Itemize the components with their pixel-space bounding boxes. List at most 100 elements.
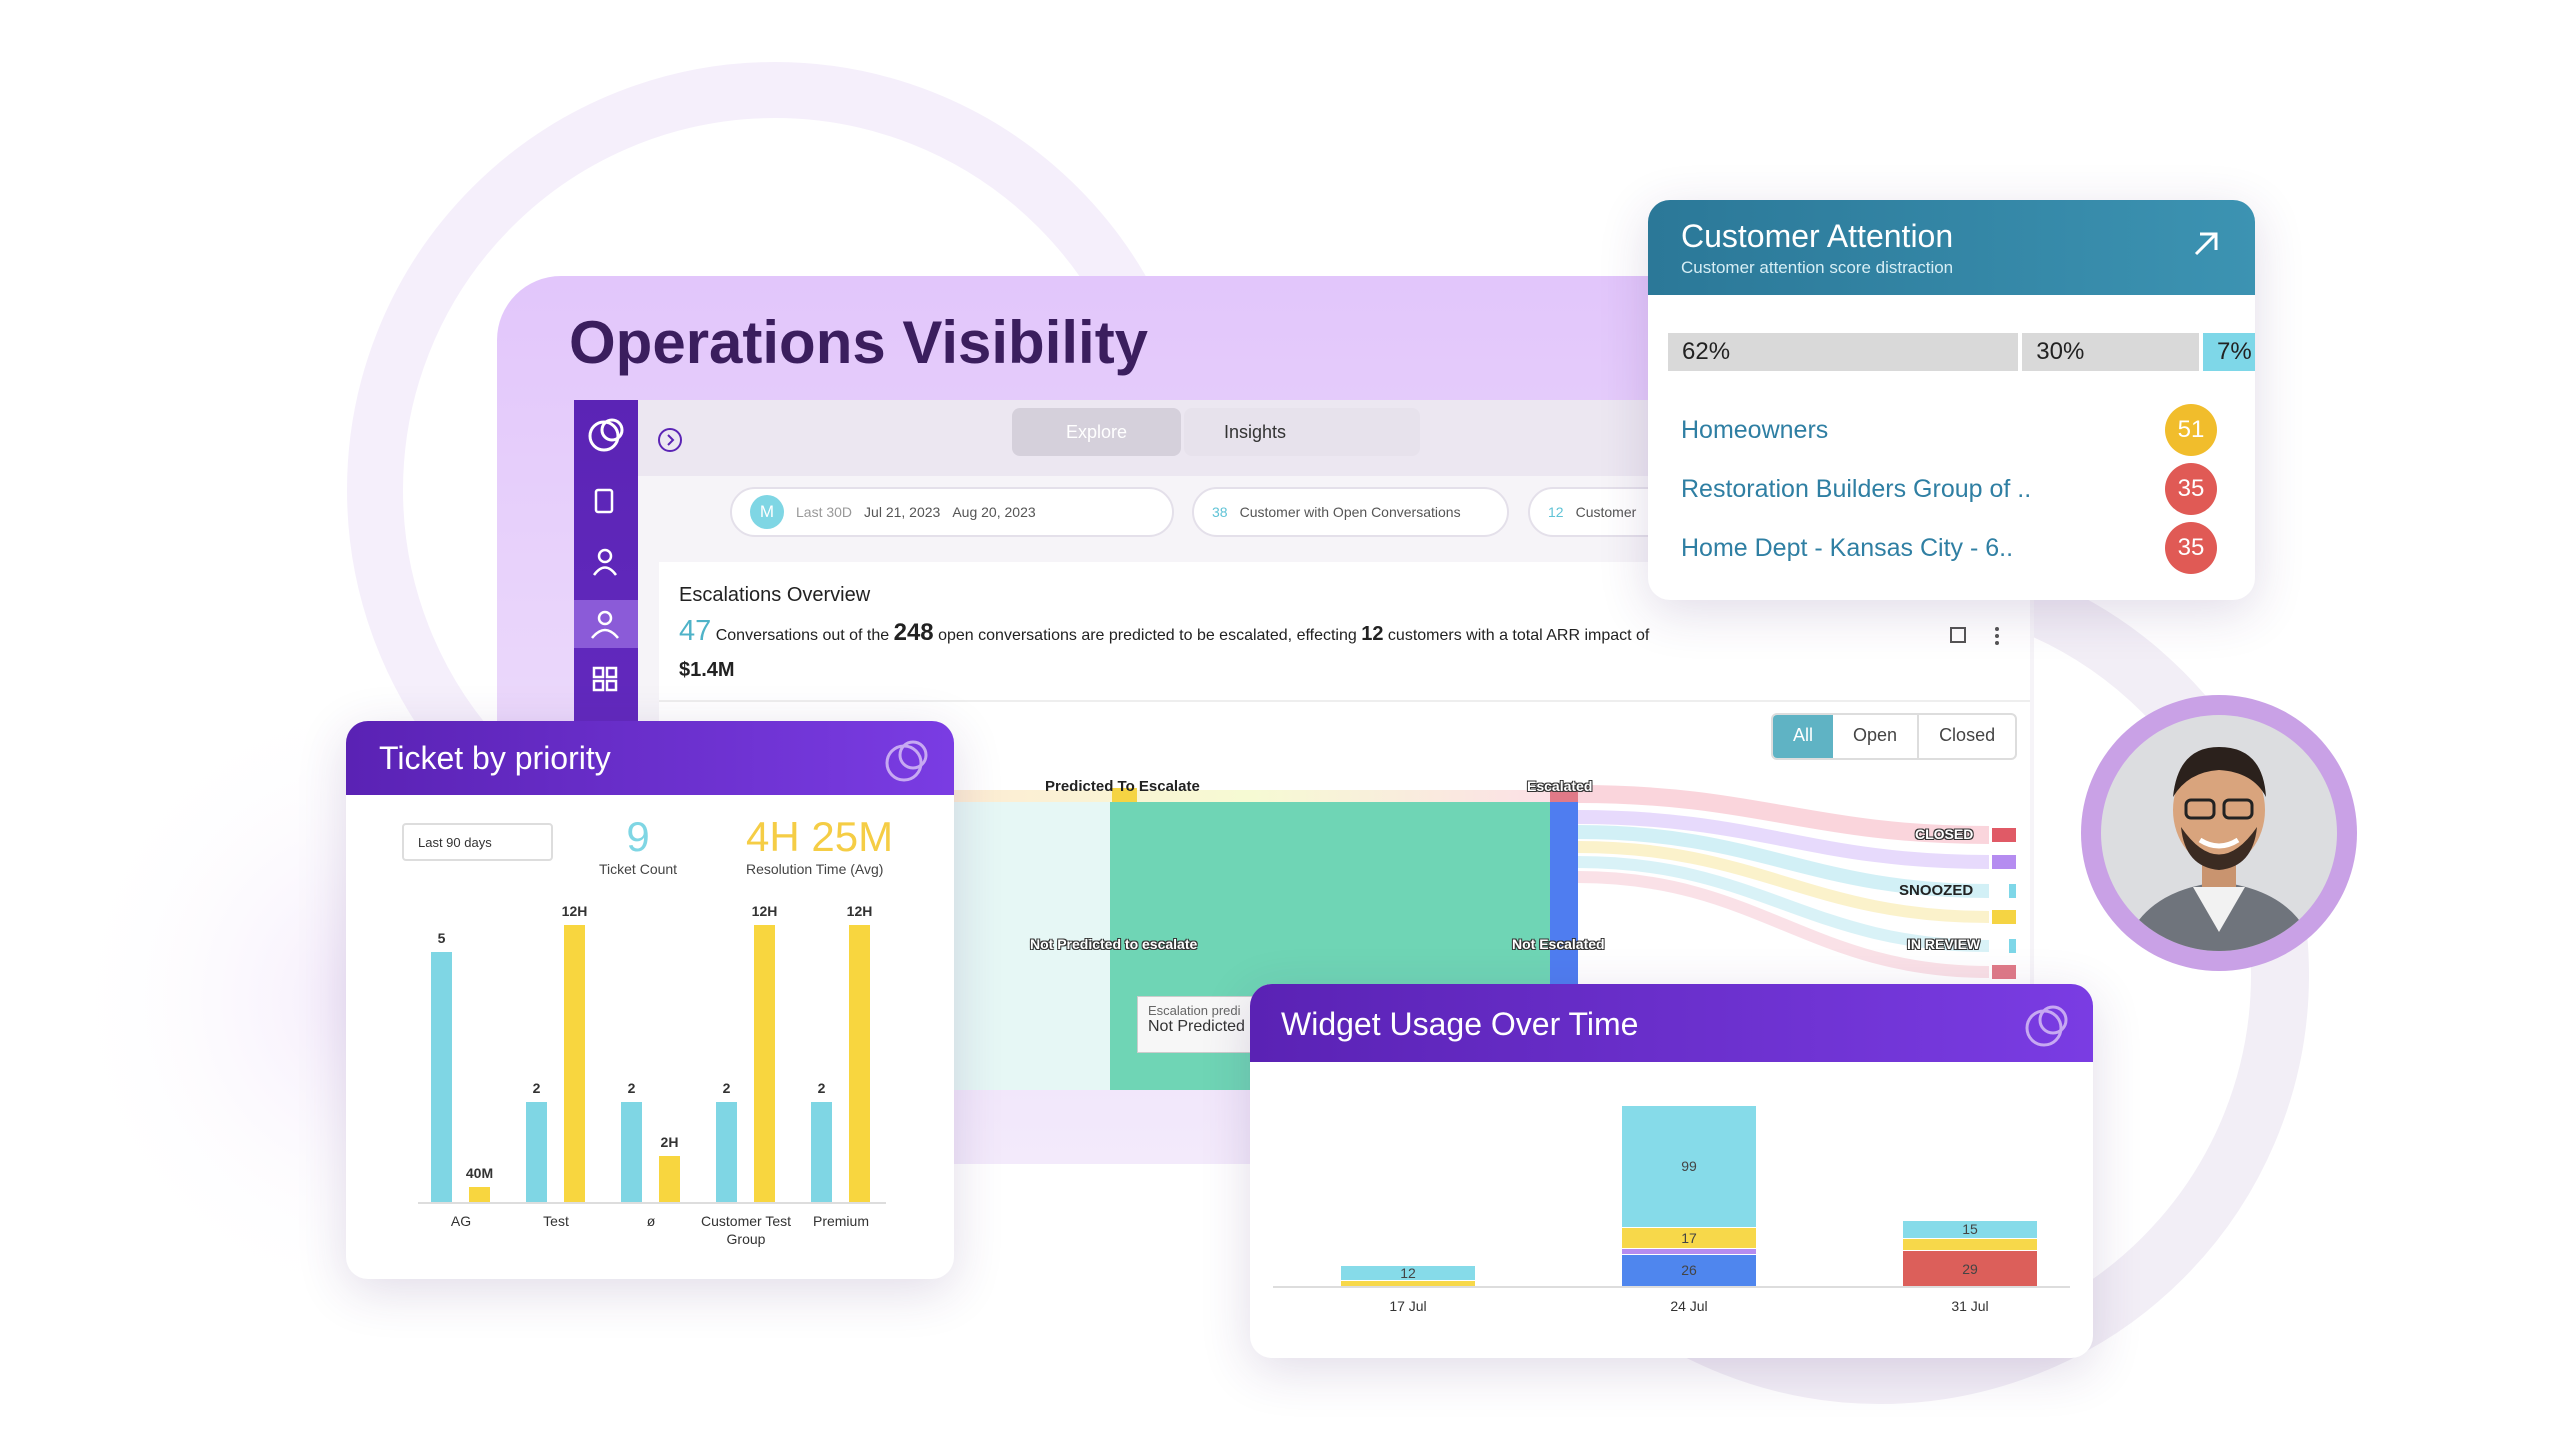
sankey-label: IN REVIEW — [1907, 936, 1981, 952]
toggle-all[interactable]: All — [1773, 715, 1834, 758]
icon-team[interactable] — [597, 610, 613, 626]
card-header: Widget Usage Over Time — [1250, 984, 2093, 1062]
value-label: 12 — [1400, 1264, 1416, 1281]
icon-grid[interactable] — [592, 666, 605, 679]
sankey-node — [1550, 802, 1578, 984]
page-title: Operations Visibility — [569, 309, 1149, 376]
start-date: Jul 21, 2023 — [864, 504, 941, 520]
expand-button[interactable] — [656, 426, 684, 454]
x-axis — [418, 1202, 886, 1204]
x-tick-label: 17 Jul — [1389, 1298, 1427, 1314]
x-tick-label: Test — [543, 1213, 569, 1229]
open-count: 248 — [893, 619, 934, 646]
customers-count: 12 — [1361, 623, 1384, 645]
value-label: 2 — [817, 1080, 826, 1096]
x-tick-label: AG — [450, 1213, 472, 1229]
value-label: 99 — [1681, 1158, 1697, 1175]
bar — [621, 1102, 642, 1202]
value-label: 29 — [1962, 1260, 1978, 1277]
kpi-label: Ticket Count — [599, 861, 678, 877]
value-label: 5 — [437, 930, 446, 946]
distribution-segment: 30% — [2022, 333, 2200, 371]
bar-segment: 29 — [1903, 1250, 2037, 1286]
bar — [754, 925, 775, 1202]
customer-name: Home Dept - Kansas City - 6.. — [1681, 534, 2014, 562]
bar — [811, 1102, 832, 1202]
tab-label: Insights — [1224, 421, 1287, 442]
card-header: Customer Attention Customer attention sc… — [1648, 200, 2255, 295]
value-label: 12H — [561, 903, 588, 920]
tooltip-title: Escalation predi — [1148, 1003, 1241, 1018]
status-node — [2009, 884, 2016, 898]
icon-docs[interactable] — [594, 488, 614, 514]
flow — [1577, 871, 1990, 978]
icon-grid[interactable] — [592, 679, 605, 692]
flow — [1577, 810, 1990, 869]
flow — [951, 790, 1551, 802]
card-title: Ticket by priority — [379, 740, 611, 776]
tab-explore[interactable]: Explore — [1012, 408, 1181, 456]
icon-grid[interactable] — [605, 666, 618, 679]
arr-impact: $1.4M — [679, 659, 735, 681]
toggle: All Open Closed — [1771, 713, 2018, 760]
x-tick-label: 24 Jul — [1670, 1298, 1708, 1314]
chip-count: 38 — [1212, 504, 1228, 520]
tab-label: Explore — [1065, 421, 1128, 442]
chip-label: Customer — [1575, 504, 1637, 520]
panel-actions[interactable] — [1949, 624, 2009, 648]
customer-name: Restoration Builders Group of .. — [1681, 475, 2032, 503]
value-label: 12H — [751, 903, 778, 920]
value-label: 26 — [1681, 1262, 1697, 1279]
widget-usage-card: Widget Usage Over Time 17 Jul 12 24 Jul 26 1… — [1250, 984, 2093, 1358]
sankey-node — [1550, 788, 1578, 802]
logo — [2025, 1005, 2068, 1047]
toggle-open[interactable]: Open — [1833, 715, 1920, 758]
status-node — [1992, 965, 2016, 979]
end-date: Aug 20, 2023 — [952, 504, 1036, 520]
tab-insights[interactable]: Insights — [1184, 408, 1420, 456]
period-dropdown[interactable]: Last 90 days — [402, 823, 553, 861]
value-label: 40M — [465, 1164, 494, 1181]
bar — [469, 1186, 490, 1202]
status-node — [2009, 939, 2016, 953]
flow — [951, 802, 1111, 1090]
status-node — [1992, 855, 2016, 869]
toggle-closed[interactable]: Closed — [1939, 725, 1996, 745]
status-node — [1992, 828, 2016, 842]
icon-grid[interactable] — [605, 679, 618, 692]
value-label: 17 — [1681, 1229, 1697, 1246]
tooltip-value: Not Predicted — [1148, 1018, 1245, 1035]
divider — [659, 700, 2030, 702]
summary-text: open conversations are predicted to be e… — [938, 627, 1357, 644]
value-label: 2 — [722, 1080, 731, 1096]
icon-team[interactable] — [591, 628, 619, 639]
escalations-title: Escalations Overview — [679, 584, 871, 606]
chip[interactable]: 38 Customer with Open Conversations — [1192, 487, 1509, 537]
customer-score: 51 — [2165, 404, 2217, 456]
customer-list: Homeowners 51 Restoration Builders Group o… — [1648, 200, 2255, 600]
sankey-label: Not Predicted to escalate — [1030, 936, 1198, 952]
kpi: 4H 25M Resolution Time (Avg) — [746, 813, 893, 877]
summary-text: Conversations out of the — [715, 627, 890, 644]
bar — [526, 1102, 547, 1202]
customer-attention-card: Customer Attention Customer attention sc… — [1648, 200, 2255, 600]
status-node — [1992, 910, 2016, 924]
avatar: M — [750, 495, 784, 529]
date-filter[interactable]: M Last 30D Jul 21, 2023 Aug 20, 2023 — [730, 487, 1174, 537]
x-tick-label: Premium — [812, 1213, 869, 1229]
card-title: Widget Usage Over Time — [1281, 1006, 1639, 1042]
card-header: Ticket by priority — [346, 721, 954, 795]
kpi-value: 9 — [626, 813, 650, 860]
distribution-segment: 7% — [2203, 333, 2255, 371]
sankey-label: Predicted To Escalate — [1045, 778, 1200, 795]
flow — [1577, 785, 1990, 844]
open-icon[interactable] — [2190, 228, 2222, 260]
distribution-bar: 62% 30% 7% — [1668, 333, 2255, 371]
bar — [659, 1155, 680, 1202]
value-label: 2 — [627, 1080, 636, 1096]
sankey-label: Escalated — [1527, 778, 1593, 794]
bar — [431, 952, 452, 1202]
icon-user[interactable] — [592, 566, 618, 576]
icon-user[interactable] — [597, 548, 613, 564]
